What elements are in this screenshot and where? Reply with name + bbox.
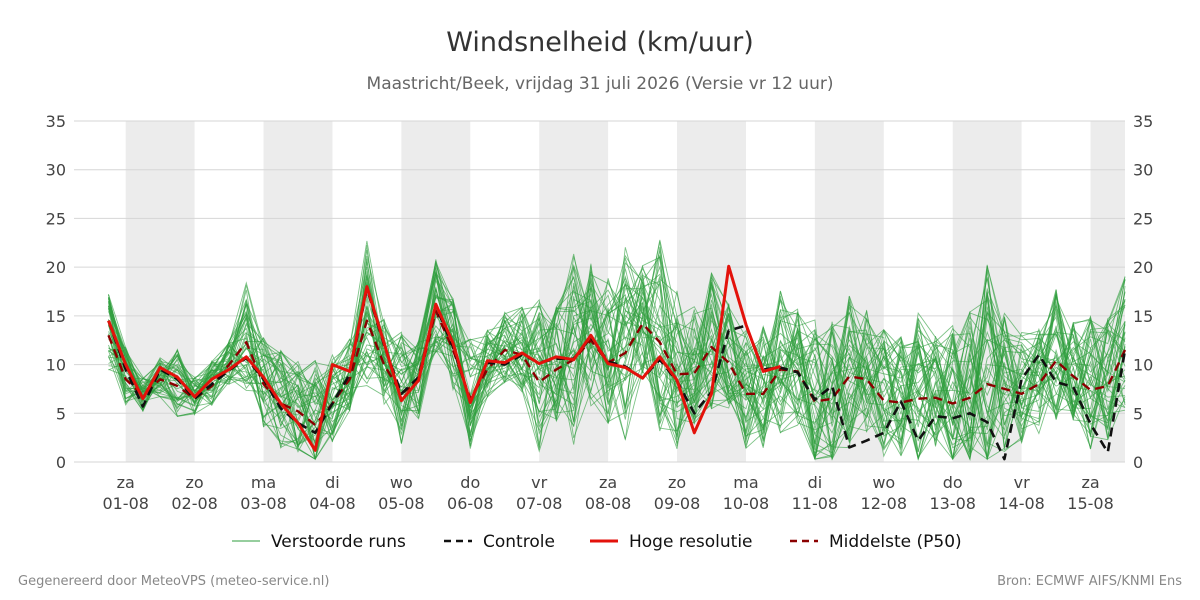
y-tick-left-10: 10: [46, 356, 66, 375]
ensemble-member-line: [108, 259, 1126, 448]
ensemble-member-line: [108, 255, 1126, 453]
x-tick-date-9: 10-08: [723, 494, 770, 513]
y-tick-left-25: 25: [46, 209, 66, 228]
x-tick-date-13: 14-08: [998, 494, 1045, 513]
ensemble-member-line: [108, 286, 1126, 461]
x-tick-day-0: za: [117, 473, 135, 492]
x-tick-day-6: vr: [531, 473, 547, 492]
ensemble-member-line: [108, 266, 1126, 459]
x-tick-date-10: 11-08: [792, 494, 839, 513]
x-tick-day-12: do: [943, 473, 963, 492]
x-tick-date-12: 13-08: [929, 494, 976, 513]
y-tick-right-30: 30: [1133, 161, 1153, 180]
x-axis: za 01-08 zo 02-08 ma 03-08 di 04-08 wo 05-08 do 06-…: [102, 473, 1113, 513]
y-axis-right: 0 5 10 15 20 25 30 35: [1133, 112, 1153, 472]
x-tick-day-13: vr: [1014, 473, 1030, 492]
legend-label-median: Middelste (P50): [829, 532, 962, 552]
footer-source: Bron: ECMWF AIFS/KNMI Ens: [997, 574, 1182, 589]
ensemble-member-line: [108, 274, 1126, 460]
y-tick-right-15: 15: [1133, 307, 1153, 326]
x-tick-day-10: di: [808, 473, 823, 492]
x-tick-day-4: wo: [390, 473, 413, 492]
y-tick-left-35: 35: [46, 112, 66, 131]
weekend-band-0: [125, 121, 195, 462]
ensemble-member-line: [108, 271, 1126, 461]
y-tick-left-20: 20: [46, 258, 66, 277]
x-tick-date-11: 12-08: [861, 494, 908, 513]
x-tick-date-4: 05-08: [378, 494, 425, 513]
y-tick-right-0: 0: [1133, 453, 1143, 472]
y-tick-left-5: 5: [56, 404, 66, 423]
ensemble-member-line: [108, 279, 1126, 460]
ensemble-member-line: [108, 263, 1126, 460]
x-tick-date-5: 06-08: [447, 494, 494, 513]
y-tick-right-5: 5: [1133, 404, 1143, 423]
x-tick-day-1: zo: [186, 473, 204, 492]
y-tick-left-15: 15: [46, 307, 66, 326]
footer-generated-by: Gegenereerd door MeteoVPS (meteo-service…: [18, 574, 329, 589]
x-tick-day-11: wo: [872, 473, 895, 492]
x-tick-day-2: ma: [251, 473, 276, 492]
series-line-hires: [107, 264, 781, 452]
x-tick-date-0: 01-08: [102, 494, 149, 513]
ensemble-member-line: [108, 254, 1126, 460]
x-tick-date-6: 07-08: [516, 494, 563, 513]
y-axis-left: 0 5 10 15 20 25 30 35: [46, 112, 66, 472]
x-tick-date-3: 04-08: [309, 494, 356, 513]
x-tick-day-8: zo: [668, 473, 686, 492]
y-tick-right-20: 20: [1133, 258, 1153, 277]
chart-subtitle: Maastricht/Beek, vrijdag 31 juli 2026 (V…: [367, 74, 834, 94]
x-tick-date-2: 03-08: [240, 494, 287, 513]
x-tick-day-3: di: [325, 473, 340, 492]
ensemble-member-line: [108, 265, 1126, 450]
x-tick-day-7: za: [599, 473, 617, 492]
x-tick-date-1: 02-08: [171, 494, 218, 513]
legend-label-control: Controle: [483, 532, 555, 552]
x-tick-date-14: 15-08: [1067, 494, 1114, 513]
x-tick-day-9: ma: [733, 473, 758, 492]
x-tick-date-8: 09-08: [654, 494, 701, 513]
y-tick-left-30: 30: [46, 161, 66, 180]
legend-label-ensemble: Verstoorde runs: [271, 532, 406, 552]
y-tick-right-35: 35: [1133, 112, 1153, 131]
legend-label-hires: Hoge resolutie: [629, 532, 753, 552]
y-tick-left-0: 0: [56, 453, 66, 472]
y-tick-right-10: 10: [1133, 356, 1153, 375]
y-tick-right-25: 25: [1133, 209, 1153, 228]
x-tick-date-7: 08-08: [585, 494, 632, 513]
ensemble-member-line: [108, 269, 1126, 460]
chart-title: Windsnelheid (km/uur): [446, 27, 754, 58]
ensemble-member-line: [108, 272, 1126, 445]
x-tick-day-14: za: [1081, 473, 1099, 492]
legend: Verstoorde runs Controle Hoge resolutie Mid…: [232, 532, 962, 552]
ensemble-member-line: [108, 257, 1126, 460]
x-tick-day-5: do: [460, 473, 480, 492]
plot-area: [107, 239, 1127, 461]
